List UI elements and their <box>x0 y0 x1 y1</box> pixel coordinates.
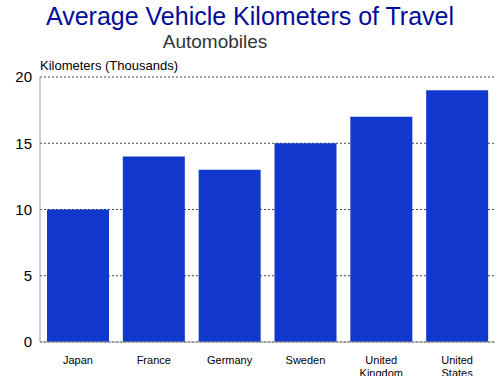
svg-text:5: 5 <box>24 267 32 284</box>
svg-text:UnitedKingdom: UnitedKingdom <box>360 354 403 376</box>
svg-text:0: 0 <box>24 333 32 350</box>
html-text:Average Vehicle Kilometers of: Average Vehicle Kilometers of Travel <box>46 2 454 30</box>
html-text:Automobiles: Automobiles <box>162 31 268 52</box>
svg-text:Sweden: Sweden <box>286 354 326 366</box>
svg-text:20: 20 <box>15 68 32 85</box>
svg-text:France: France <box>137 354 171 366</box>
svg-text:UnitedStates: UnitedStates <box>441 354 473 376</box>
svg-text:15: 15 <box>15 135 32 152</box>
svg-text:10: 10 <box>15 201 32 218</box>
svg-text:Japan: Japan <box>63 354 93 366</box>
html-text:Kilometers (Thousands): Kilometers (Thousands) <box>40 58 178 73</box>
svg-text:Germany: Germany <box>207 354 253 366</box>
